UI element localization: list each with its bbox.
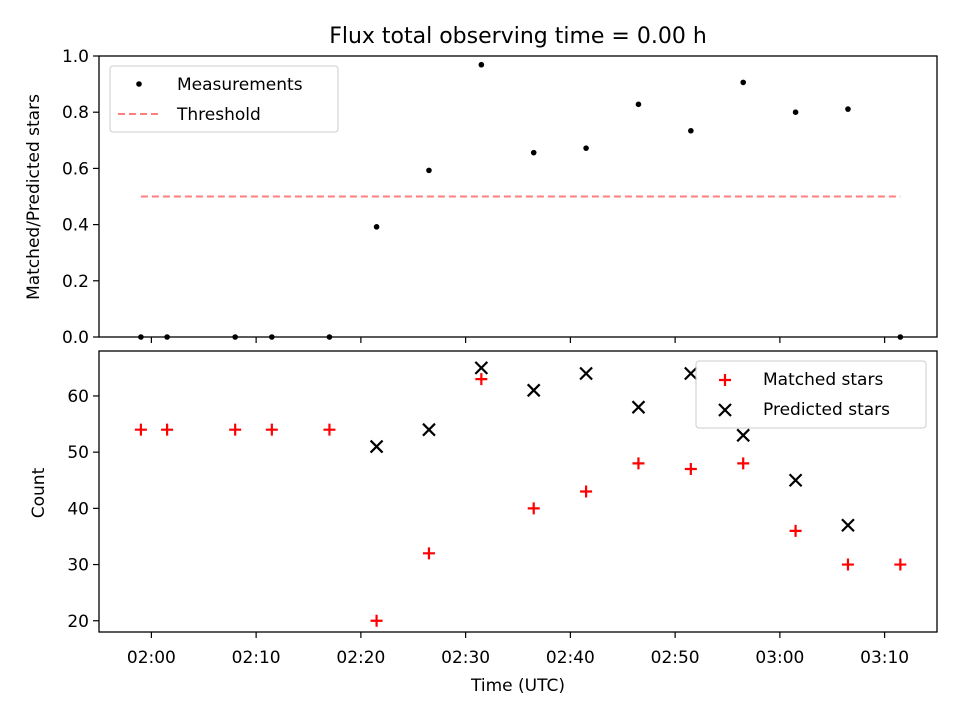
matched-star-point bbox=[323, 423, 336, 436]
y-tick-label: 50 bbox=[67, 443, 89, 463]
predicted-star-point bbox=[369, 439, 384, 454]
predicted-star-point bbox=[631, 400, 646, 414]
bottom-y-axis-label: Count bbox=[29, 467, 49, 518]
bottom-legend-box bbox=[695, 360, 927, 429]
x-tick-label: 02:00 bbox=[127, 648, 176, 668]
measurement-point bbox=[740, 79, 747, 86]
y-tick-label: 1.0 bbox=[62, 47, 89, 67]
x-tick-label: 02:10 bbox=[232, 648, 281, 668]
x-tick-label: 03:10 bbox=[860, 648, 909, 668]
measurement-point bbox=[635, 101, 642, 108]
y-tick-label: 20 bbox=[67, 612, 89, 632]
matched-star-point bbox=[422, 547, 435, 560]
top-y-axis-label: Matched/Predicted stars bbox=[24, 94, 44, 300]
x-tick-label: 02:30 bbox=[441, 648, 490, 668]
matched-star-point bbox=[580, 485, 593, 498]
matched-star-point bbox=[475, 373, 488, 386]
top-legend-box bbox=[109, 65, 339, 133]
bottom-legend: Matched stars Predicted stars bbox=[695, 360, 927, 429]
measurement-point bbox=[530, 149, 537, 156]
predicted-star-point bbox=[788, 473, 803, 488]
top-legend: Measurements Threshold bbox=[109, 65, 339, 133]
matched-star-point bbox=[894, 558, 907, 571]
matched-star-point bbox=[161, 423, 174, 436]
matched-star-point bbox=[527, 502, 540, 515]
measurement-point bbox=[845, 106, 851, 112]
x-axis-label: Time (UTC) bbox=[470, 676, 565, 696]
matched-star-point bbox=[737, 457, 750, 470]
x-tick-label: 02:20 bbox=[336, 648, 385, 668]
y-tick-label: 0.8 bbox=[62, 103, 89, 123]
predicted-star-point bbox=[579, 366, 593, 381]
bottom-marks bbox=[134, 361, 907, 627]
top-x-ticks bbox=[150, 337, 886, 343]
legend-matched-marker bbox=[719, 374, 731, 386]
legend-matched-label: Matched stars bbox=[763, 370, 883, 390]
predicted-star-point bbox=[841, 518, 855, 532]
measurement-point bbox=[478, 61, 485, 68]
y-tick-label: 0.2 bbox=[62, 272, 89, 292]
y-tick-label: 0.6 bbox=[62, 159, 89, 179]
legend-measurements-marker bbox=[136, 81, 142, 87]
measurement-point bbox=[426, 167, 432, 174]
matched-star-point bbox=[841, 558, 854, 571]
legend-predicted-label: Predicted stars bbox=[763, 400, 890, 420]
matched-star-point bbox=[134, 423, 147, 436]
bottom-axes-frame bbox=[98, 350, 938, 633]
measurement-point bbox=[688, 127, 694, 134]
predicted-star-point bbox=[474, 361, 489, 375]
matched-star-point bbox=[229, 423, 242, 436]
top-axes-frame bbox=[98, 55, 938, 338]
predicted-star-point bbox=[422, 422, 436, 437]
matched-star-point bbox=[370, 614, 383, 627]
matched-star-point bbox=[632, 457, 645, 470]
y-tick-label: 0.4 bbox=[62, 216, 89, 236]
matched-star-point bbox=[265, 423, 278, 436]
bottom-x-ticks: 02:00 02:10 02:20 02:30 02:40 02:50 03:00 03:10 bbox=[127, 632, 909, 668]
y-tick-label: 40 bbox=[67, 499, 89, 519]
top-y-ticks: 0.0 0.2 0.4 0.6 0.8 1.0 bbox=[62, 47, 99, 348]
predicted-star-point bbox=[684, 366, 698, 381]
legend-predicted-marker bbox=[718, 403, 732, 417]
legend-measurements-label: Measurements bbox=[177, 75, 303, 95]
measurement-point bbox=[583, 145, 589, 151]
top-marks bbox=[138, 61, 904, 340]
matched-star-point bbox=[789, 524, 802, 537]
x-tick-label: 02:50 bbox=[651, 648, 700, 668]
predicted-star-point bbox=[736, 428, 750, 443]
y-tick-label: 30 bbox=[67, 556, 89, 576]
predicted-star-point bbox=[526, 383, 541, 398]
measurement-point bbox=[373, 224, 380, 230]
chart-title: Flux total observing time = 0.00 h bbox=[329, 24, 707, 49]
measurement-point bbox=[792, 109, 799, 115]
top-panel: Matched/Predicted stars 0.0 0.2 0.4 0.6 0.8 1… bbox=[24, 47, 938, 348]
legend-threshold-label: Threshold bbox=[176, 105, 261, 125]
x-tick-label: 02:40 bbox=[546, 648, 595, 668]
x-tick-label: 03:00 bbox=[755, 648, 804, 668]
y-tick-label: 0.0 bbox=[62, 328, 89, 348]
matched-star-point bbox=[684, 463, 697, 476]
y-tick-label: 60 bbox=[67, 387, 89, 407]
bottom-y-ticks: 20 30 40 50 60 bbox=[67, 387, 99, 632]
